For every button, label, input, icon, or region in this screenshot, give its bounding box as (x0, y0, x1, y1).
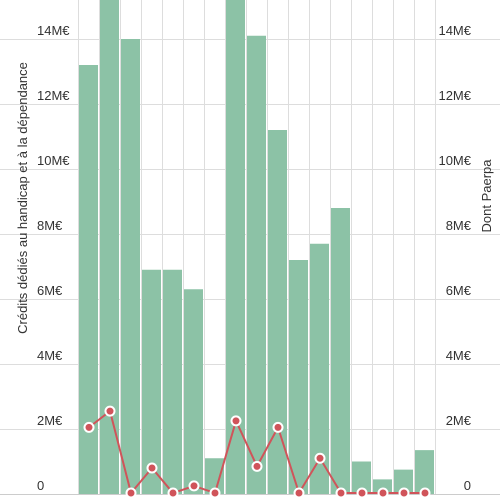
line-point-15 (398, 487, 410, 499)
bar-7 (226, 0, 245, 495)
line-point-4 (167, 487, 179, 499)
line-point-9 (272, 421, 284, 433)
bar-0 (79, 65, 98, 494)
right-tick-label: 6M€ (446, 283, 472, 298)
left-tick-label: 4M€ (37, 348, 63, 363)
bar-16 (415, 450, 434, 494)
bar-15 (394, 469, 413, 494)
left-tick-label: 6M€ (37, 283, 63, 298)
line-point-10 (293, 487, 305, 499)
line-point-0 (83, 421, 95, 433)
line-point-13 (356, 487, 368, 499)
right-tick-label: 14M€ (438, 23, 471, 38)
line-point-5 (188, 480, 200, 492)
bar-6 (205, 458, 224, 494)
right-axis-ticks: 0 2M€ 4M€ 6M€ 8M€ 10M€ 12M€ 14M€ (438, 23, 471, 493)
bar-1 (100, 0, 119, 495)
line-series (83, 405, 431, 499)
bar-13 (352, 461, 371, 494)
left-axis-ticks: 0 2M€ 4M€ 6M€ 8M€ 10M€ 12M€ 14M€ (37, 23, 70, 493)
line-point-6 (209, 487, 221, 499)
right-tick-label: 2M€ (446, 413, 472, 428)
bar-12 (331, 208, 350, 494)
bar-11 (310, 243, 329, 494)
left-tick-label: 10M€ (37, 153, 70, 168)
line-point-3 (146, 462, 158, 474)
bar-8 (247, 35, 266, 494)
line-point-1 (104, 405, 116, 417)
bar-9 (268, 130, 287, 494)
line-point-16 (419, 487, 431, 499)
left-tick-label: 2M€ (37, 413, 63, 428)
right-tick-label: 12M€ (438, 88, 471, 103)
line-point-2 (125, 487, 137, 499)
bar-10 (289, 260, 308, 494)
line-point-11 (314, 452, 326, 464)
right-tick-label: 10M€ (438, 153, 471, 168)
right-axis-label: Dont Paerpa (479, 159, 494, 233)
left-axis-label: Crédits dédiés au handicap et à la dépen… (15, 62, 30, 334)
left-tick-label: 14M€ (37, 23, 70, 38)
line-point-14 (377, 487, 389, 499)
left-tick-label: 0 (37, 478, 44, 493)
line-point-7 (230, 415, 242, 427)
line-point-8 (251, 460, 263, 472)
right-tick-label: 0 (464, 478, 471, 493)
bar-2 (121, 39, 140, 494)
bar-4 (163, 269, 182, 494)
right-tick-label: 4M€ (446, 348, 472, 363)
bar-5 (184, 289, 203, 494)
line-point-12 (335, 487, 347, 499)
bar-series (79, 0, 434, 495)
left-tick-label: 8M€ (37, 218, 63, 233)
left-tick-label: 12M€ (37, 88, 70, 103)
bar-3 (142, 269, 161, 494)
right-tick-label: 8M€ (446, 218, 472, 233)
